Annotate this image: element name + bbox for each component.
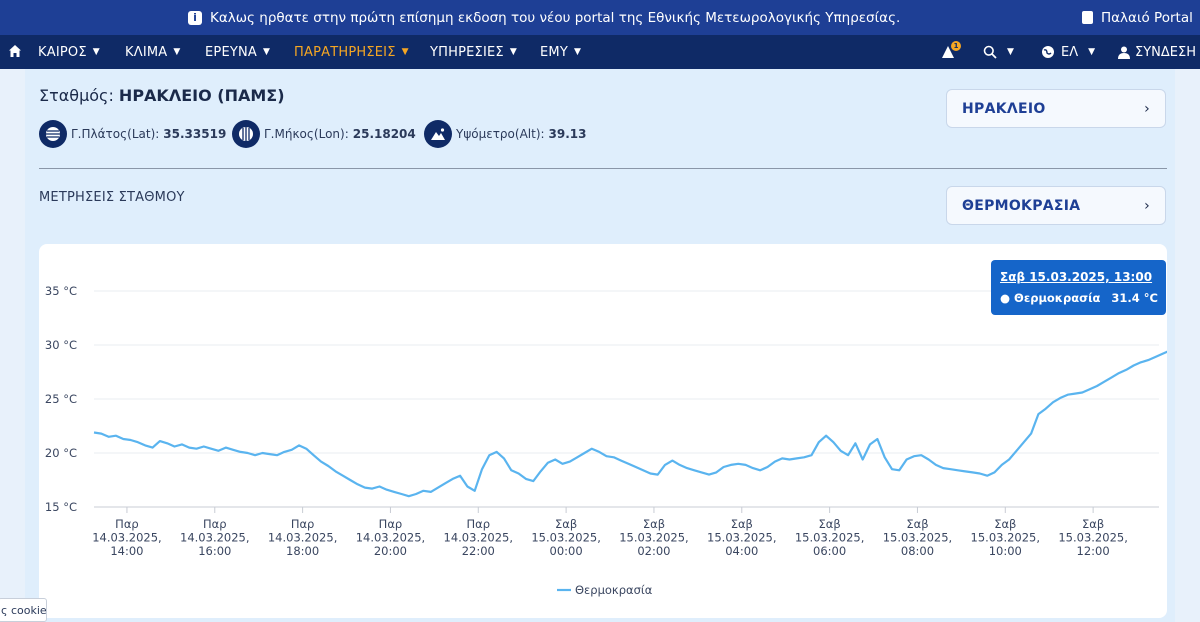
nav-item-label[interactable]: ΕΡΕΥΝΑ xyxy=(205,44,258,60)
announcement: i Καλως ηρθατε στην πρώτη επίσημη εκδοση… xyxy=(188,0,900,35)
language-label[interactable]: ΕΛ xyxy=(1061,44,1079,60)
x-tick-label: Παρ 14.03.2025, 16:00 xyxy=(180,517,250,558)
tooltip-row: ● Θερμοκρασία 31.4 °C xyxy=(1000,291,1158,305)
announcement-text: Καλως ηρθατε στην πρώτη επίσημη εκδοση τ… xyxy=(210,9,901,26)
y-tick-label: 20 °C xyxy=(45,446,77,460)
latitude-icon xyxy=(39,120,67,148)
x-tick-label: Παρ 14.03.2025, 18:00 xyxy=(268,517,338,558)
y-tick-label: 30 °C xyxy=(45,338,77,352)
chevron-down-icon: ▼ xyxy=(92,47,100,57)
temperature-series-line xyxy=(93,350,1167,498)
chevron-down-icon: ▼ xyxy=(1088,47,1096,57)
nav-item-label[interactable]: ΚΛΙΜΑ xyxy=(125,44,168,60)
tooltip-series: ● Θερμοκρασία xyxy=(1000,291,1101,305)
search-button[interactable]: ▼ xyxy=(983,35,1014,69)
longitude: Γ.Μήκος(Lon): 25.18204 xyxy=(232,120,416,148)
chevron-right-icon: › xyxy=(1144,100,1150,117)
longitude-icon xyxy=(232,120,260,148)
chart-tooltip: Σαβ 15.03.2025, 13:00 ● Θερμοκρασία 31.4… xyxy=(991,260,1166,315)
globe-icon xyxy=(1042,46,1054,58)
info-icon: i xyxy=(188,10,202,25)
altitude-label: Υψόμετρο(Alt): xyxy=(456,127,545,141)
login-label[interactable]: ΣΥΝΔΕΣΗ xyxy=(1135,44,1196,60)
tooltip-value: 31.4 °C xyxy=(1111,291,1158,305)
chevron-down-icon: ▼ xyxy=(509,47,517,57)
nav-item-label[interactable]: ΚΑΙΡΟΣ xyxy=(38,44,87,60)
notification-badge: 1 xyxy=(951,40,961,51)
x-tick-label: Σαβ 15.03.2025, 12:00 xyxy=(1058,517,1128,558)
nav-item-emy[interactable]: ΕΜΥ ▼ xyxy=(540,35,581,69)
language-selector[interactable]: ΕΛ ▼ xyxy=(1041,35,1095,69)
nav-item-ypiresies[interactable]: ΥΠΗΡΕΣΙΕΣ ▼ xyxy=(430,35,517,69)
temperature-chart[interactable]: 35 °C 30 °C 25 °C 20 °C 15 °C Παρ 14.03.2025, 1… xyxy=(39,244,1167,618)
altitude-value: 39.13 xyxy=(548,127,587,141)
x-tick-label: Σαβ 15.03.2025, 02:00 xyxy=(619,517,689,558)
mountain-icon xyxy=(424,120,452,148)
chevron-down-icon: ▼ xyxy=(263,47,271,57)
longitude-label: Γ.Μήκος(Lon): xyxy=(264,127,349,141)
x-tick-label: Παρ 14.03.2025, 20:00 xyxy=(356,517,426,558)
nav-item-ereuna[interactable]: ΕΡΕΥΝΑ ▼ xyxy=(205,35,270,69)
latitude: Γ.Πλάτος(Lat): 35.33519 xyxy=(39,120,226,148)
station-selector[interactable]: ΗΡΑΚΛΕΙΟ › xyxy=(946,89,1166,128)
old-portal-link[interactable]: Παλαιό Portal xyxy=(1082,0,1193,35)
chevron-down-icon: ▼ xyxy=(173,47,181,57)
old-portal-label[interactable]: Παλαιό Portal xyxy=(1101,9,1193,26)
x-tick-label: Σαβ 15.03.2025, 04:00 xyxy=(707,517,777,558)
book-icon xyxy=(1082,11,1093,24)
y-tick-label: 15 °C xyxy=(45,500,77,514)
user-icon xyxy=(1118,46,1130,59)
station-title: Σταθμός: ΗΡΑΚΛΕΙΟ (ΠΑΜΣ) xyxy=(39,86,285,105)
measurement-selector[interactable]: ΘΕΡΜΟΚΡΑΣΙΑ › xyxy=(946,186,1166,225)
x-tick-label: Παρ 14.03.2025, 14:00 xyxy=(92,517,162,558)
y-tick-label: 25 °C xyxy=(45,392,77,406)
chevron-right-icon: › xyxy=(1144,197,1150,214)
nav-item-label[interactable]: ΕΜΥ xyxy=(540,44,568,60)
x-tick-label: Σαβ 15.03.2025, 10:00 xyxy=(971,517,1041,558)
tooltip-header: Σαβ 15.03.2025, 13:00 xyxy=(1000,270,1153,284)
x-tick-label: Σαβ 15.03.2025, 00:00 xyxy=(531,517,601,558)
station-prefix: Σταθμός: xyxy=(39,86,114,105)
nav-item-paratiriseis[interactable]: ΠΑΡΑΤΗΡΗΣΕΙΣ ▼ xyxy=(294,35,409,69)
chevron-down-icon: ▼ xyxy=(1007,47,1014,57)
latitude-value: 35.33519 xyxy=(163,127,227,141)
search-icon[interactable] xyxy=(983,45,997,59)
announcement-bar: i Καλως ηρθατε στην πρώτη επίσημη εκδοση… xyxy=(0,0,1200,35)
main-nav: ΚΑΙΡΟΣ ▼ ΚΛΙΜΑ ▼ ΕΡΕΥΝΑ ▼ ΠΑΡΑΤΗΡΗΣΕΙΣ ▼ ΥΠΗ… xyxy=(0,35,1200,69)
measurements-heading: ΜΕΤΡΗΣΕΙΣ ΣΤΑΘΜΟΥ xyxy=(39,190,185,205)
nav-item-kairos[interactable]: ΚΑΙΡΟΣ ▼ xyxy=(38,35,100,69)
nav-item-label[interactable]: ΠΑΡΑΤΗΡΗΣΕΙΣ xyxy=(294,44,396,60)
y-tick-label: 35 °C xyxy=(45,284,77,298)
legend-label: Θερμοκρασία xyxy=(575,583,653,597)
chevron-down-icon: ▼ xyxy=(573,47,582,57)
nav-item-klima[interactable]: ΚΛΙΜΑ ▼ xyxy=(125,35,181,69)
x-tick-label: Σαβ 15.03.2025, 06:00 xyxy=(795,517,865,558)
cookie-settings-button[interactable]: ς cookie xyxy=(0,598,47,622)
altitude: Υψόμετρο(Alt): 39.13 xyxy=(424,120,587,148)
measurement-selector-label[interactable]: ΘΕΡΜΟΚΡΑΣΙΑ xyxy=(962,197,1081,214)
warning-icon[interactable]: 1 xyxy=(941,40,961,60)
longitude-value: 25.18204 xyxy=(352,127,416,141)
temperature-chart-card: 35 °C 30 °C 25 °C 20 °C 15 °C Παρ 14.03.2025, 1… xyxy=(39,244,1167,618)
login-button[interactable]: ΣΥΝΔΕΣΗ xyxy=(1118,35,1196,69)
cookie-label[interactable]: ς cookie xyxy=(1,603,47,617)
home-icon[interactable] xyxy=(8,44,22,58)
x-tick-label: Σαβ 15.03.2025, 08:00 xyxy=(883,517,953,558)
station-selector-label[interactable]: ΗΡΑΚΛΕΙΟ xyxy=(962,100,1046,117)
station-name: ΗΡΑΚΛΕΙΟ (ΠΑΜΣ) xyxy=(118,86,285,105)
x-tick-label: Παρ 14.03.2025, 22:00 xyxy=(444,517,513,558)
chevron-down-icon: ▼ xyxy=(401,47,409,57)
latitude-label: Γ.Πλάτος(Lat): xyxy=(71,127,160,141)
divider xyxy=(39,168,1167,169)
nav-item-label[interactable]: ΥΠΗΡΕΣΙΕΣ xyxy=(430,44,504,60)
warnings-button[interactable]: 1 xyxy=(941,35,961,69)
